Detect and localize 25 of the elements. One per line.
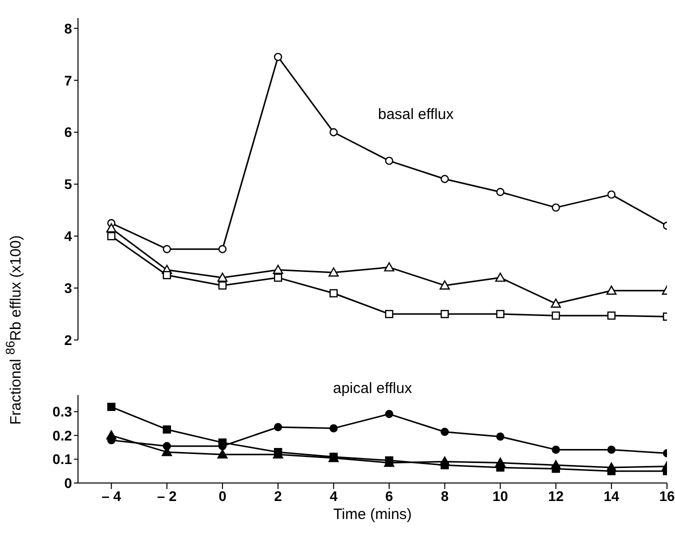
x-tick-label: – 4 bbox=[102, 488, 122, 504]
x-tick-label: 4 bbox=[330, 488, 338, 504]
y-tick-label: 5 bbox=[64, 176, 72, 192]
x-tick-label: 6 bbox=[385, 488, 394, 504]
x-tick-label: 16 bbox=[659, 488, 675, 504]
x-tick-label: 8 bbox=[440, 488, 449, 504]
y-tick-label: 0.1 bbox=[52, 451, 72, 468]
x-axis-title: Time (mins) bbox=[333, 506, 412, 523]
y-tick-label: 4 bbox=[64, 228, 72, 244]
y-tick-label: 8 bbox=[64, 20, 72, 36]
chart-title: apical efflux bbox=[333, 380, 412, 397]
y-tick-label: 2 bbox=[64, 332, 72, 348]
y-tick-label: 3 bbox=[64, 280, 72, 296]
y-tick-label: 0 bbox=[64, 474, 72, 491]
text: basal efflux bbox=[378, 106, 454, 123]
x-tick-label: – 2 bbox=[157, 488, 177, 504]
x-tick-label: 0 bbox=[218, 488, 227, 504]
x-tick-label: 12 bbox=[548, 488, 564, 504]
y-tick-label: 0.3 bbox=[52, 404, 72, 420]
y-tick-label: 7 bbox=[64, 72, 72, 88]
y-tick-label: 6 bbox=[64, 124, 72, 140]
x-tick-label: 14 bbox=[604, 488, 620, 504]
x-tick-label: 2 bbox=[274, 488, 282, 504]
y-tick-label: 0.2 bbox=[52, 427, 72, 444]
x-tick-label: 10 bbox=[492, 488, 508, 504]
